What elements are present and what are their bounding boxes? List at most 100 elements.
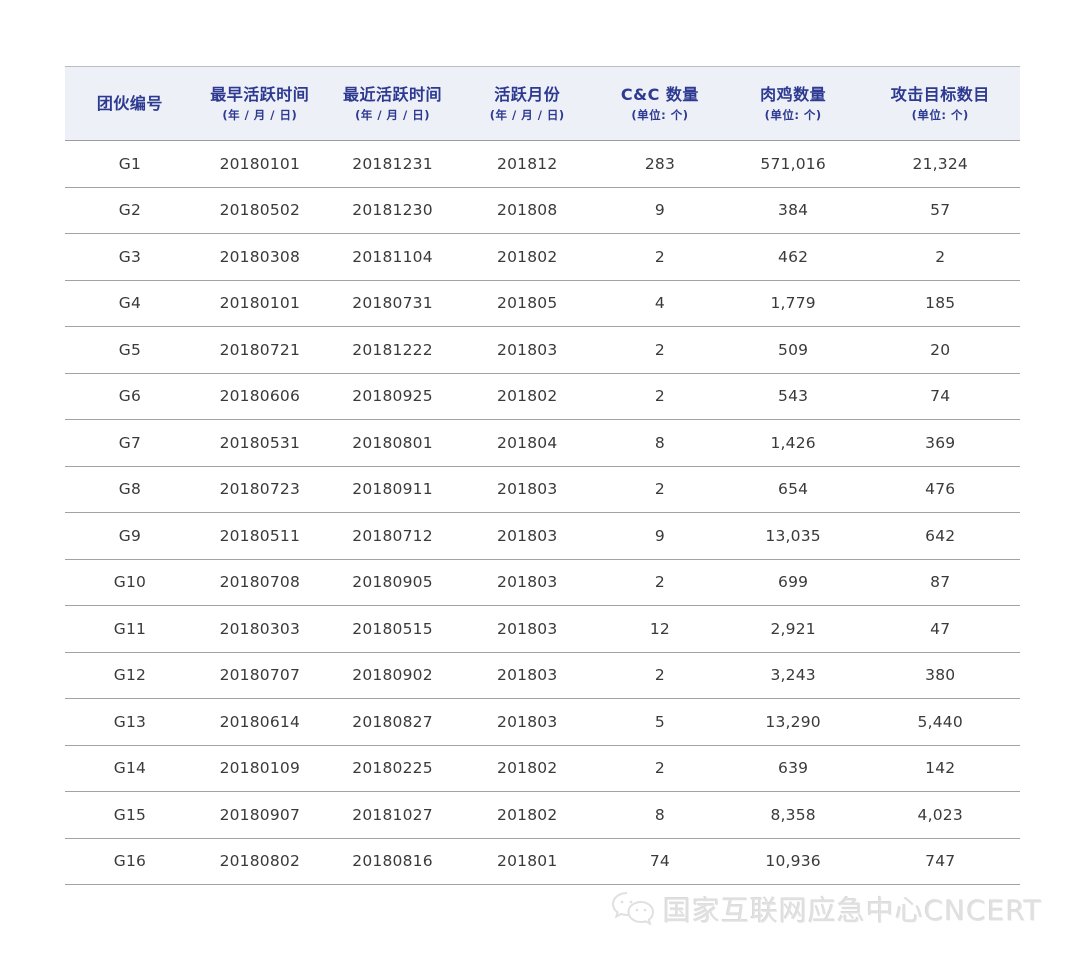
- table-cell: 20180925: [324, 373, 461, 420]
- table-cell: 699: [725, 559, 861, 606]
- table-cell: 4: [594, 280, 726, 327]
- table-cell: 20180802: [194, 838, 325, 885]
- table-cell: 20180731: [324, 280, 461, 327]
- table-cell: 10,936: [725, 838, 861, 885]
- table-cell: 2: [594, 466, 726, 513]
- table-cell: 2: [594, 559, 726, 606]
- table-cell: 8,358: [725, 791, 861, 839]
- table-cell: G9: [65, 512, 195, 560]
- table-cell: G15: [65, 791, 195, 839]
- table-row: G8 20180723 20180911 201803 2 654 476: [65, 466, 1020, 513]
- table-cell: 57: [860, 187, 1020, 234]
- table-cell: 20180502: [194, 187, 325, 234]
- table-row: G10 20180708 20180905 201803 2 699 87: [65, 559, 1020, 606]
- table-cell: 20181230: [324, 187, 461, 234]
- table-cell: 201804: [460, 419, 595, 467]
- table-cell: G3: [65, 233, 195, 281]
- table-cell: 201805: [460, 280, 595, 327]
- table-row: G6 20180606 20180925 201802 2 543 74: [65, 373, 1020, 420]
- table-cell: 4,023: [860, 791, 1020, 839]
- table-cell: G14: [65, 745, 195, 792]
- watermark: 国家互联网应急中心CNCERT: [610, 889, 1042, 929]
- table-cell: 47: [860, 605, 1020, 653]
- table-cell: G6: [65, 373, 195, 420]
- table-cell: 639: [725, 745, 861, 792]
- table-row: G12 20180707 20180902 201803 2 3,243 380: [65, 652, 1020, 699]
- table-cell: 13,290: [725, 698, 861, 746]
- col-header-unit: (单位: 个): [911, 107, 969, 122]
- table-cell: G11: [65, 605, 195, 653]
- table-cell: 201801: [460, 838, 595, 885]
- table-cell: G13: [65, 698, 195, 746]
- table-body: G1 20180101 20181231 201812 283 571,016 21,324…: [65, 140, 1020, 885]
- table-cell: 20180303: [194, 605, 325, 653]
- table-cell: 87: [860, 559, 1020, 606]
- table-cell: 2: [594, 652, 726, 699]
- table-cell: G10: [65, 559, 195, 606]
- table-cell: 1,426: [725, 419, 861, 467]
- table-cell: 201803: [460, 559, 595, 606]
- table-cell: 20: [860, 326, 1020, 374]
- wechat-icon: [611, 892, 654, 926]
- table-cell: 642: [860, 512, 1020, 560]
- table-cell: 5: [594, 698, 726, 746]
- table-cell: 74: [594, 838, 726, 885]
- col-header-unit: (单位: 个): [631, 107, 689, 122]
- table-row: G4 20180101 20180731 201805 4 1,779 185: [65, 280, 1020, 327]
- table-cell: 20180225: [324, 745, 461, 792]
- table-cell: 201802: [460, 745, 595, 792]
- table-row: G16 20180802 20180816 201801 74 10,936 747: [65, 838, 1020, 885]
- table-cell: 21,324: [860, 140, 1020, 188]
- table-cell: G7: [65, 419, 195, 467]
- col-header-label: 最近活跃时间: [343, 84, 443, 104]
- table-cell: 20180712: [324, 512, 461, 560]
- table-cell: 201802: [460, 373, 595, 420]
- table-cell: 380: [860, 652, 1020, 699]
- table-cell: 9: [594, 187, 726, 234]
- col-header-last-active-date: 最近活跃时间 (年 / 月 / 日): [324, 66, 461, 141]
- table-cell: 384: [725, 187, 861, 234]
- col-header-unit: (年 / 月 / 日): [355, 107, 431, 122]
- table-header-row: 团伙编号 最早活跃时间 (年 / 月 / 日) 最近活跃时间 (年 / 月 / …: [65, 66, 1020, 141]
- table-cell: 1,779: [725, 280, 861, 327]
- table-cell: 201803: [460, 605, 595, 653]
- table-cell: 20180515: [324, 605, 461, 653]
- table-cell: 2: [594, 373, 726, 420]
- col-header-label: 肉鸡数量: [760, 84, 827, 104]
- col-header-attack-target-count: 攻击目标数目 (单位: 个): [860, 66, 1020, 141]
- table-cell: 20180723: [194, 466, 325, 513]
- table-cell: G1: [65, 140, 195, 188]
- table-cell: 20180101: [194, 280, 325, 327]
- col-header-label: 攻击目标数目: [890, 84, 990, 104]
- table-header: 团伙编号 最早活跃时间 (年 / 月 / 日) 最近活跃时间 (年 / 月 / …: [65, 66, 1020, 141]
- table-cell: 201812: [460, 140, 595, 188]
- table-row: G11 20180303 20180515 201803 12 2,921 47: [65, 605, 1020, 653]
- table-row: G9 20180511 20180712 201803 9 13,035 642: [65, 512, 1020, 560]
- table-cell: 20180907: [194, 791, 325, 839]
- table-cell: G8: [65, 466, 195, 513]
- table-cell: 2,921: [725, 605, 861, 653]
- table-cell: 201802: [460, 233, 595, 281]
- table-cell: 20180614: [194, 698, 325, 746]
- table-row: G1 20180101 20181231 201812 283 571,016 21,324: [65, 140, 1020, 188]
- table-cell: 20180101: [194, 140, 325, 188]
- col-header-bot-count: 肉鸡数量 (单位: 个): [725, 66, 861, 141]
- col-header-label: C&C 数量: [620, 84, 699, 104]
- table-cell: 20180109: [194, 745, 325, 792]
- table-cell: 5,440: [860, 698, 1020, 746]
- table-cell: 654: [725, 466, 861, 513]
- col-header-group-id: 团伙编号: [65, 66, 195, 141]
- table-cell: G4: [65, 280, 195, 327]
- table-cell: 20180531: [194, 419, 325, 467]
- table-cell: 74: [860, 373, 1020, 420]
- table-cell: 13,035: [725, 512, 861, 560]
- table-cell: 369: [860, 419, 1020, 467]
- table-cell: 20180902: [324, 652, 461, 699]
- table-cell: 8: [594, 791, 726, 839]
- table-cell: 2: [594, 326, 726, 374]
- table-cell: 509: [725, 326, 861, 374]
- table-cell: 201803: [460, 466, 595, 513]
- table-cell: 543: [725, 373, 861, 420]
- table-row: G15 20180907 20181027 201802 8 8,358 4,023: [65, 791, 1020, 839]
